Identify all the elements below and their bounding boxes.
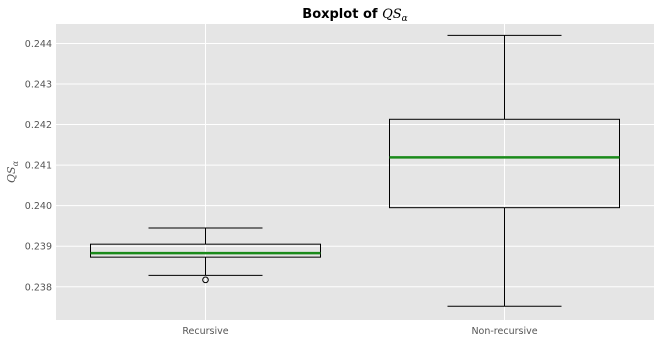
plot-background — [56, 24, 654, 320]
y-axis-label: QSα — [5, 160, 20, 183]
y-tick-label: 0.238 — [25, 282, 52, 293]
y-tick-label: 0.243 — [25, 80, 52, 91]
ylabel-symbol: QS — [5, 166, 18, 183]
ylabel-subscript: α — [11, 160, 20, 166]
chart-title: Boxplot of QSα — [302, 7, 407, 24]
y-tick-labels: 0.238 0.239 0.240 0.241 0.242 0.243 0.244 — [25, 39, 52, 293]
y-tick-label: 0.240 — [25, 201, 52, 212]
grid-lines — [56, 24, 654, 320]
x-tick-labels: Recursive Non-recursive — [182, 326, 537, 337]
iqr-box — [389, 118, 620, 209]
y-tick-label: 0.239 — [25, 242, 52, 253]
y-tick-label: 0.242 — [25, 120, 52, 131]
x-tick-label: Recursive — [182, 326, 228, 337]
outlier-point — [202, 276, 209, 284]
y-tick-label: 0.244 — [25, 39, 52, 50]
box-layer — [90, 34, 620, 307]
title-prefix: Boxplot of — [302, 7, 382, 22]
y-tick-label: 0.241 — [25, 161, 52, 172]
box-non-recursive — [389, 34, 620, 307]
title-subscript: α — [402, 14, 408, 24]
x-tick-label: Non-recursive — [471, 326, 537, 337]
box-recursive — [90, 227, 321, 284]
title-symbol: QS — [382, 7, 402, 22]
iqr-box — [90, 243, 321, 258]
